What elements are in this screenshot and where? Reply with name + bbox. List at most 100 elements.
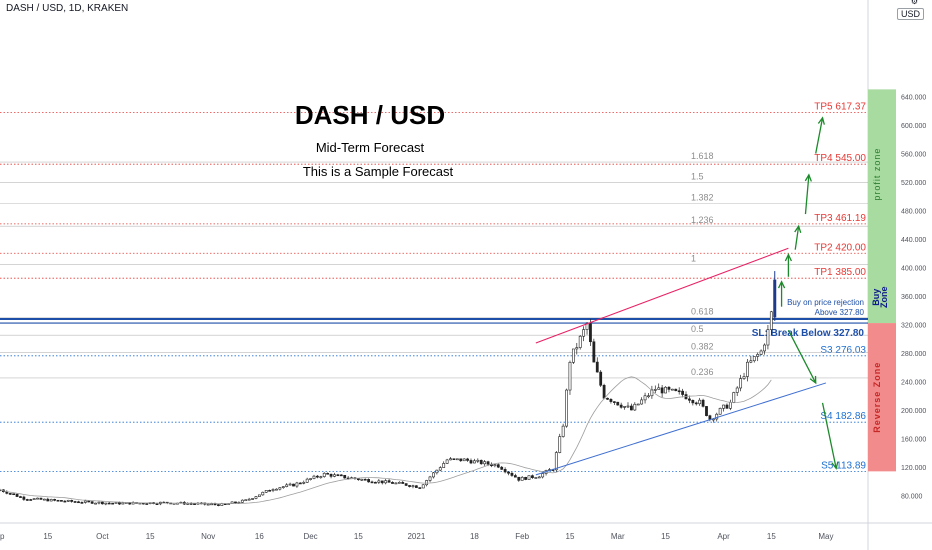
candle-body	[582, 329, 586, 337]
candle-body	[193, 503, 196, 505]
candle-body	[708, 415, 712, 420]
candle-body	[292, 483, 295, 487]
up-arrow-head	[777, 280, 786, 289]
fib-label: 1.382	[691, 192, 714, 202]
candle-body	[298, 482, 302, 485]
candle-body	[234, 501, 237, 504]
candle-body	[496, 464, 500, 468]
moving-average-line	[0, 376, 772, 504]
candle-body	[414, 485, 418, 488]
candle-body	[701, 399, 705, 407]
candle-body	[80, 502, 84, 504]
zone-profit-zone	[868, 89, 896, 319]
candle-body	[561, 425, 565, 437]
candle-body	[493, 464, 497, 467]
candle-body	[558, 436, 562, 453]
up-arrow	[804, 174, 810, 215]
candle-body	[677, 390, 681, 393]
candle-body	[25, 499, 29, 501]
candle-body	[240, 499, 244, 503]
candle-body	[626, 405, 630, 408]
reverse-zone-label: Reverse Zone	[872, 362, 882, 433]
candle-body	[479, 459, 483, 465]
buy-zone-label-1: Buy	[871, 289, 881, 306]
x-tick-label: 2021	[407, 532, 425, 541]
x-tick-label: 18	[470, 532, 479, 541]
fib-label: 0.236	[691, 367, 714, 377]
up-arrow-head	[817, 116, 825, 125]
symbol-info: DASH / USD, 1D, KRAKEN	[6, 3, 129, 14]
candle-body	[602, 384, 606, 399]
candle-body	[100, 501, 104, 505]
candle-body	[435, 469, 439, 474]
candle-body	[674, 388, 678, 392]
gear-icon[interactable]: ⚙	[910, 0, 918, 6]
candle-body	[718, 408, 722, 415]
candle-body	[476, 459, 480, 462]
y-tick-label: 320.000	[901, 323, 926, 330]
y-tick-label: 120.000	[901, 465, 926, 472]
candle-body	[592, 341, 596, 363]
candle-body	[688, 398, 691, 401]
candle-body	[377, 480, 381, 483]
candle-body	[670, 388, 674, 391]
candle-body	[339, 474, 343, 477]
down-arrow	[821, 402, 837, 469]
candle-body	[213, 503, 217, 506]
candle-body	[356, 478, 360, 481]
candle-body	[251, 498, 254, 500]
fib-label: 0.382	[691, 341, 714, 351]
candle-body	[244, 499, 248, 502]
candle-body	[107, 502, 111, 505]
candle-body	[698, 399, 702, 405]
candle-body	[257, 494, 261, 497]
buy-zone-label-2: Zone	[879, 286, 889, 308]
candle-body	[418, 487, 422, 489]
candle-body	[763, 344, 766, 352]
candle-body	[633, 403, 637, 411]
candle-body	[63, 500, 67, 503]
buy-label-1: Buy on price rejection	[787, 298, 864, 307]
up-arrow-head	[804, 173, 812, 182]
candle-body	[660, 387, 664, 394]
candle-body	[302, 482, 306, 484]
x-tick-label: 15	[566, 532, 575, 541]
y-tick-label: 640.000	[901, 95, 926, 102]
x-tick-label: ep	[0, 532, 5, 541]
candle-body	[452, 458, 456, 461]
candle-body	[524, 476, 528, 480]
candle-body	[288, 483, 292, 486]
candle-body	[145, 503, 149, 505]
candle-body	[363, 478, 367, 481]
x-tick-label: 15	[146, 532, 155, 541]
candle-body	[121, 502, 125, 505]
x-tick-label: 15	[661, 532, 670, 541]
candle-body	[739, 378, 743, 389]
candle-body	[394, 482, 398, 485]
candle-body	[513, 475, 517, 478]
candle-body	[278, 487, 282, 490]
candle-body	[507, 471, 510, 474]
candle-body	[735, 387, 739, 393]
y-tick-label: 480.000	[901, 209, 926, 216]
candle-body	[449, 458, 452, 461]
candle-body	[401, 482, 405, 484]
candle-body	[517, 476, 521, 481]
candle-body	[316, 475, 319, 478]
candle-body	[503, 469, 507, 473]
candle-body	[442, 463, 446, 468]
currency-badge[interactable]: USD	[896, 8, 924, 20]
candle-body	[206, 503, 210, 506]
candle-body	[667, 386, 671, 390]
candle-body	[438, 467, 442, 471]
candle-body	[305, 478, 309, 483]
y-tick-label: 560.000	[901, 152, 926, 159]
candle-body	[609, 399, 613, 402]
y-tick-label: 360.000	[901, 294, 926, 301]
candle-body	[459, 458, 463, 462]
candle-body	[534, 477, 538, 479]
up-arrow-head	[784, 253, 793, 262]
candle-body	[404, 483, 408, 486]
candle-body	[22, 496, 26, 500]
